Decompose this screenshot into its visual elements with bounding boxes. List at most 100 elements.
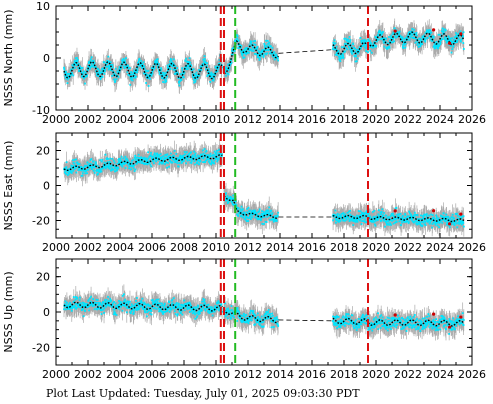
data-point [212,153,215,156]
data-point [89,58,92,61]
data-point [97,165,100,168]
data-point [462,221,464,223]
data-point [350,46,353,48]
data-point [65,173,67,175]
data-point [120,159,123,162]
data-point [77,67,80,69]
data-point [177,165,180,168]
data-point [437,219,439,222]
data-point [137,153,140,156]
data-point [456,41,458,43]
data-point [144,158,147,161]
data-point [446,219,449,222]
data-point [163,78,166,81]
data-point [253,213,256,215]
data-point [355,60,358,63]
data-point [66,174,69,176]
data-point [114,67,117,70]
data-point [362,216,365,219]
data-point [385,220,387,223]
data-point [92,59,95,62]
data-point [141,66,144,68]
data-point [420,220,423,223]
data-point [69,171,71,174]
data-point [205,159,207,162]
data-point [130,162,133,164]
plot-area [63,6,465,110]
data-point [266,46,268,48]
data-point [157,64,160,67]
data-point [167,66,170,69]
data-point [356,57,359,60]
data-point [439,41,442,44]
data-point [74,167,77,170]
data-point [81,67,84,69]
data-point [153,153,156,156]
data-point [409,215,412,218]
data-point [115,78,118,81]
data-point [369,46,372,48]
data-point [184,157,187,160]
data-point [387,42,390,45]
data-point [129,77,132,80]
x-axis: 2000 2002 2004 2006 2008 2010 2012 2014 2016 2018… [42,6,486,126]
data-point [180,161,183,164]
data-point [67,73,69,75]
data-point [355,216,358,219]
data-point [204,150,207,153]
data-point [272,52,275,55]
data-point [428,29,431,31]
data-point [441,215,444,218]
data-point [245,220,248,223]
data-point [125,157,128,160]
data-point [360,46,362,49]
data-point [148,76,150,79]
data-point [206,62,209,65]
data-point [253,53,256,55]
data-point [221,66,224,69]
data-point [414,214,417,216]
data-point [200,69,202,71]
data-point [109,61,112,64]
data-point [412,37,415,39]
data-point [268,218,271,221]
data-point [424,38,427,41]
data-point [208,157,211,159]
data-point [429,29,432,32]
data-point [342,219,345,222]
data-point [207,68,210,71]
data-point [261,49,264,52]
data-point [431,223,434,225]
data-point [372,42,375,45]
data-point [91,60,94,62]
x-tick-label: 2014 [266,113,294,126]
data-point [259,57,261,60]
x-tick-label: 2024 [426,113,454,126]
data-point [429,221,432,224]
data-point [93,63,95,66]
data-point [64,169,67,171]
data-point [238,43,241,46]
data-point [416,40,419,43]
data-point [383,212,385,214]
data-point [180,79,183,82]
data-point [238,46,241,49]
data-point [86,161,89,164]
data-point [106,62,108,65]
data-point [248,216,251,219]
data-point [429,31,432,34]
data-point [434,223,437,226]
data-point [161,71,164,74]
data-point [70,172,73,174]
data-point [121,62,124,65]
data-point [343,42,346,45]
data-point [108,60,111,63]
data-point [392,31,395,34]
data-point [334,214,337,217]
data-point [181,71,184,74]
data-point [165,77,168,80]
data-point [166,166,169,169]
data-point [381,36,384,39]
data-point [399,213,402,215]
data-point [90,62,93,65]
